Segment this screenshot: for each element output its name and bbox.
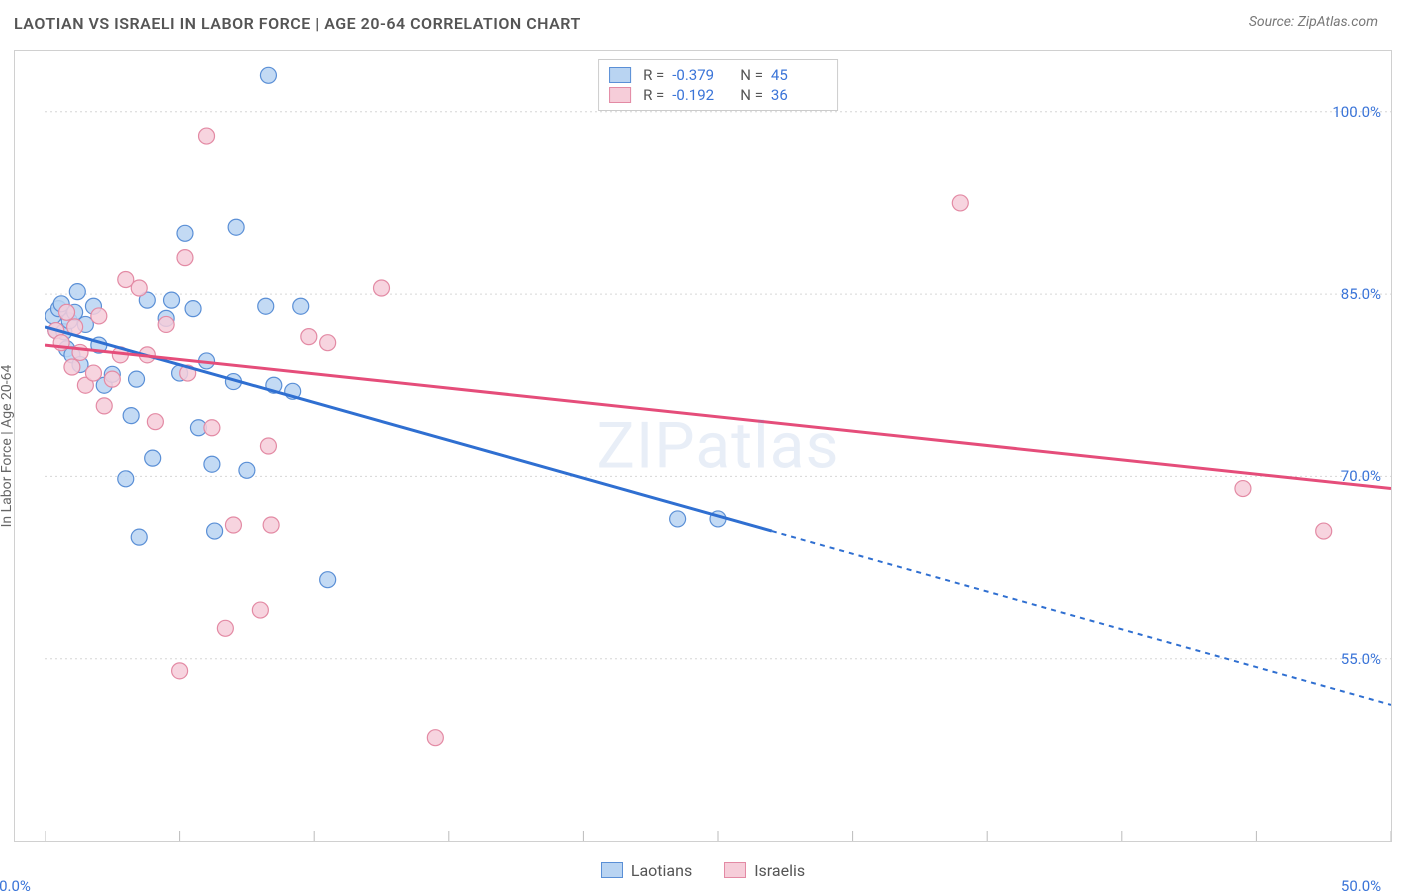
legend-row-israelis: R = -0.192 N = 36 — [609, 86, 827, 104]
y-tick-label: 55.0% — [1341, 650, 1381, 668]
r-label: R = — [643, 66, 664, 84]
y-tick-label: 85.0% — [1341, 285, 1381, 303]
scatter-svg — [45, 51, 1391, 841]
r-label: R = — [643, 86, 664, 104]
chart-title: LAOTIAN VS ISRAELI IN LABOR FORCE | AGE … — [14, 14, 581, 33]
legend-label-laotians: Laotians — [631, 861, 692, 880]
legend-label-israelis: Israelis — [754, 861, 805, 880]
source-label: Source: ZipAtlas.com — [1249, 14, 1378, 30]
correlation-legend: R = -0.379 N = 45 R = -0.192 N = 36 — [598, 59, 838, 111]
r-value-israelis: -0.192 — [672, 86, 728, 104]
n-value-laotians: 45 — [771, 66, 827, 84]
y-tick-label: 100.0% — [1332, 103, 1381, 121]
n-label: N = — [740, 86, 763, 104]
legend-item-israelis: Israelis — [724, 861, 805, 880]
swatch-israelis — [609, 87, 631, 103]
plot-area: ZIPatlas R = -0.379 N = 45 R = -0.192 N … — [45, 51, 1391, 841]
r-value-laotians: -0.379 — [672, 66, 728, 84]
series-legend: Laotians Israelis — [0, 861, 1406, 883]
n-value-israelis: 36 — [771, 86, 827, 104]
legend-row-laotians: R = -0.379 N = 45 — [609, 66, 827, 84]
swatch-laotians-bottom — [601, 862, 623, 878]
swatch-laotians — [609, 67, 631, 83]
y-tick-label: 70.0% — [1341, 467, 1381, 485]
chart-container: In Labor Force | Age 20-64 ZIPatlas R = … — [14, 50, 1392, 842]
legend-item-laotians: Laotians — [601, 861, 692, 880]
y-axis-label: In Labor Force | Age 20-64 — [0, 365, 15, 528]
n-label: N = — [740, 66, 763, 84]
swatch-israelis-bottom — [724, 862, 746, 878]
